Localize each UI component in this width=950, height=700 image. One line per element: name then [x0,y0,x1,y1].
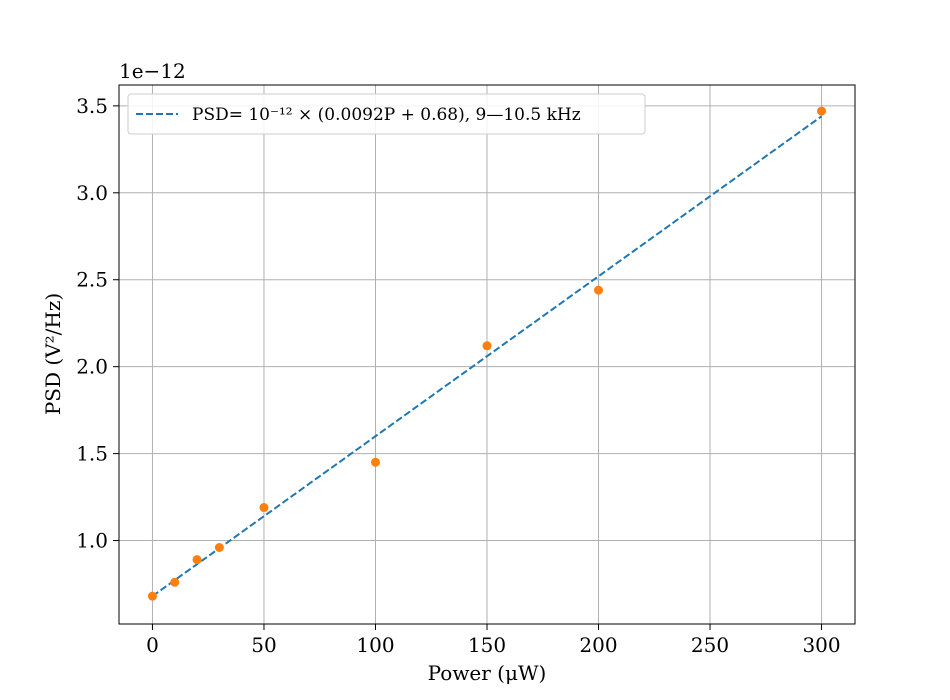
y-axis-offset-label: 1e−12 [119,59,186,83]
legend: PSD= 10⁻¹² × (0.0092P + 0.68), 9—10.5 kH… [127,93,646,135]
x-tick-label: 250 [691,633,729,657]
y-tick-label: 1.0 [76,529,108,553]
x-tick-label: 50 [251,633,276,657]
legend-box [127,93,646,135]
data-point [370,457,380,467]
y-tick-label: 1.5 [76,442,108,466]
data-point [259,503,269,513]
data-point [147,591,157,601]
x-tick-label: 150 [468,633,506,657]
legend-fit-label: PSD= 10⁻¹² × (0.0092P + 0.68), 9—10.5 kH… [192,105,581,125]
y-tick-label: 2.0 [76,355,108,379]
data-point [214,542,224,552]
plot-series [147,106,827,601]
y-tick-label: 2.5 [76,268,108,292]
y-tick-label: 3.5 [76,94,108,118]
axis-ticks: 0 50 100 150 200 250 300 1.0 1.5 2.0 2.5 3.0 3.5 [76,94,840,657]
data-point [482,341,492,351]
x-axis-label: Power (μW) [428,661,547,685]
x-tick-label: 0 [146,633,159,657]
fit-line [151,115,823,597]
x-tick-label: 200 [579,633,617,657]
x-tick-label: 100 [356,633,394,657]
data-point [170,577,180,587]
x-tick-label: 300 [802,633,840,657]
data-point [594,285,604,295]
data-point [817,106,827,116]
grid [119,85,855,624]
y-axis-label: PSD (V²/Hz) [41,293,65,415]
data-point [192,555,202,565]
y-tick-label: 3.0 [76,181,108,205]
